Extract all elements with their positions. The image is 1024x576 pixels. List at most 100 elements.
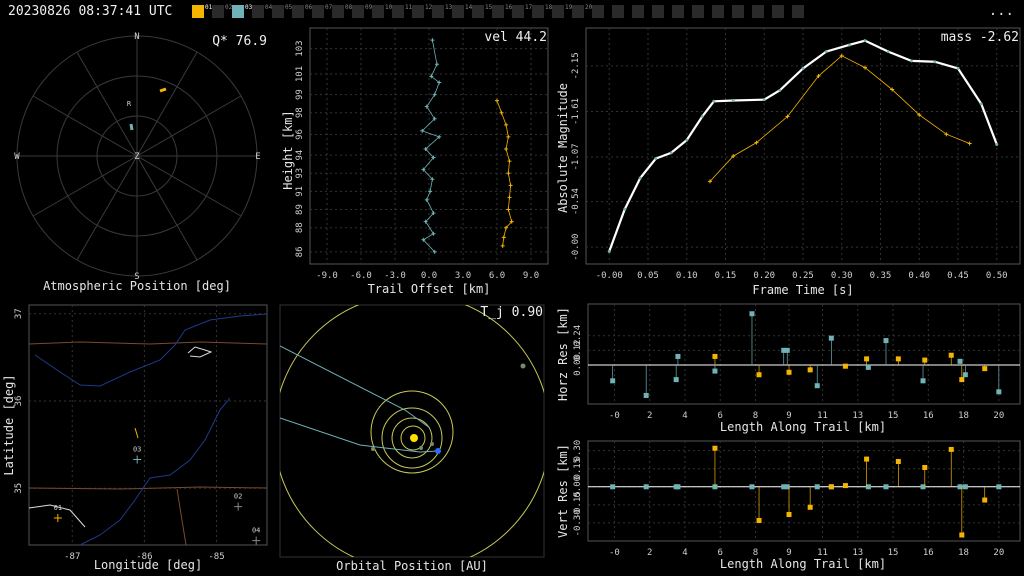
height-plot[interactable]: -9.0 -6.0 -3.0 0.0 3.0 6.0 9.0 86 88 89 91 93 94 96 9… (281, 27, 549, 296)
y-tick-label: 35 (14, 483, 24, 494)
camera-toggle[interactable] (672, 5, 684, 18)
planet-marker (430, 442, 434, 446)
height-cam2-point (420, 128, 425, 133)
camera-toggle[interactable]: 19 (552, 4, 572, 18)
lightcurve-cam1-point (944, 132, 949, 137)
height-cam1-point (507, 195, 512, 200)
camera-toggle[interactable]: 07 (312, 4, 332, 18)
x-tick-label: 16 (923, 548, 934, 558)
y-tick-label: 0.24 (573, 325, 583, 347)
height-cam1-point (504, 225, 509, 230)
height-cam2-point (432, 249, 437, 254)
residual-point-cam2 (962, 372, 968, 378)
camera-toggle[interactable]: 08 (332, 4, 352, 18)
residual-point-cam1 (922, 465, 928, 471)
x-tick-label: 13 (852, 548, 863, 558)
camera-toggle[interactable]: 02 (212, 4, 232, 18)
lightcurve-cam2-point (801, 67, 805, 70)
camera-toggle[interactable]: 03 (232, 4, 252, 18)
camera-toggle[interactable]: 15 (472, 4, 492, 18)
camera-toggle[interactable]: 20 (572, 4, 592, 18)
camera-toggle[interactable]: 05 (272, 4, 292, 18)
camera-label: 20 (585, 4, 593, 11)
residual-point-cam1 (948, 446, 954, 452)
residual-point-cam2 (996, 484, 1002, 490)
camera-toggle[interactable] (792, 5, 804, 18)
camera-toggle[interactable] (692, 5, 704, 18)
x-tick-label: 6 (718, 411, 723, 421)
x-tick-label: -6.0 (350, 271, 372, 281)
vert-res-x-label: Length Along Trail [km] (720, 557, 886, 571)
camera-toggle[interactable] (612, 5, 624, 18)
x-tick-label: 9 (786, 411, 791, 421)
horz-residual-plot[interactable]: -0 2 4 6 8 9 11 13 15 16 18 20 0.240.120.00 Length … (556, 303, 1021, 434)
camera-label: 02 (225, 4, 233, 11)
camera-toggle[interactable]: 09 (352, 4, 372, 18)
residual-point-cam2 (920, 378, 926, 384)
planet-marker (419, 446, 423, 450)
map-y-label: Latitude [deg] (2, 374, 16, 475)
meteoroid-orbit-outbound (280, 345, 431, 429)
y-tick-label: -1.07 (571, 143, 581, 170)
camera-toggle[interactable] (752, 5, 764, 18)
station-marker (133, 455, 142, 464)
x-tick-label: 18 (958, 548, 969, 558)
x-tick-label: 0.15 (715, 271, 737, 281)
mars-orbit (370, 390, 454, 474)
camera-toggle[interactable]: 17 (512, 4, 532, 18)
camera-toggle[interactable]: 06 (292, 4, 312, 18)
camera-toggle[interactable]: 04 (252, 4, 272, 18)
camera-toggle[interactable]: 14 (452, 4, 472, 18)
residual-point-cam2 (781, 347, 787, 353)
lightcurve-y-label: Absolute Magnitude (556, 83, 570, 213)
vert-residual-plot[interactable]: -0 2 4 6 8 9 11 13 15 16 18 20 0.300.150.00-0.15-0.… (556, 440, 1021, 571)
residual-point-cam1 (712, 445, 718, 451)
residual-point-cam2 (920, 484, 926, 490)
x-tick-label: 0.10 (676, 271, 698, 281)
y-tick-label: 88 (295, 222, 305, 233)
more-menu-button[interactable]: ... (988, 3, 1014, 19)
camera-toggle[interactable]: 10 (372, 4, 392, 18)
lightcurve-cam1-point (754, 140, 759, 145)
camera-toggle[interactable]: 13 (432, 4, 452, 18)
orbit-plot[interactable]: T_j 0.90 Orbital Position [AU] (274, 294, 550, 573)
camera-label: 15 (485, 4, 493, 11)
lightcurve-cam2-point (654, 157, 658, 161)
camera-toggle[interactable] (592, 5, 604, 18)
orbit-frame (279, 304, 545, 558)
lightcurve-cam2-point (863, 39, 867, 43)
residual-point-cam2 (865, 484, 871, 490)
residual-point-cam2 (828, 335, 834, 341)
camera-toggle[interactable]: 11 (392, 4, 412, 18)
camera-toggle[interactable] (632, 5, 644, 18)
sky-spoke (32, 95, 242, 217)
camera-label: 14 (465, 4, 473, 11)
camera-toggle[interactable]: 12 (412, 4, 432, 18)
lightcurve-cam2-point (979, 102, 983, 106)
residual-point-cam2 (675, 484, 681, 490)
sky-plot[interactable]: N S E W Z R Q* 76.9 Atmospheric Position… (14, 32, 267, 293)
x-tick-label: 0.45 (947, 271, 969, 281)
station-label: 02 (234, 493, 242, 501)
residual-point-cam1 (807, 367, 813, 373)
camera-toggle[interactable] (652, 5, 664, 18)
x-tick-label: 11 (817, 548, 828, 558)
residual-point-cam2 (784, 347, 790, 353)
height-cam1-line (496, 100, 513, 246)
residual-point-cam2 (610, 378, 616, 384)
camera-toggle[interactable]: 16 (492, 4, 512, 18)
camera-toggle[interactable] (712, 5, 724, 18)
lightcurve-plot[interactable]: -0.00 0.05 0.10 0.15 0.20 0.25 0.30 0.35 0.40 0.4… (556, 27, 1021, 297)
x-tick-label: -0 (609, 411, 620, 421)
camera-toggle[interactable] (732, 5, 744, 18)
station-marker (234, 502, 243, 511)
camera-toggle[interactable] (772, 5, 784, 18)
height-cam1-point (506, 207, 511, 212)
residual-point-cam1 (756, 518, 762, 524)
ground-map[interactable]: 01 02 03 04 -87 -86 -85 37 36 35 Longitude [deg… (2, 304, 268, 572)
camera-toggle[interactable]: 18 (532, 4, 552, 18)
y-tick-label: 0.00 (573, 476, 583, 498)
x-tick-label: -0.00 (596, 271, 623, 281)
horz-res-x-label: Length Along Trail [km] (720, 420, 886, 434)
camera-toggle[interactable]: 01 (192, 4, 212, 18)
